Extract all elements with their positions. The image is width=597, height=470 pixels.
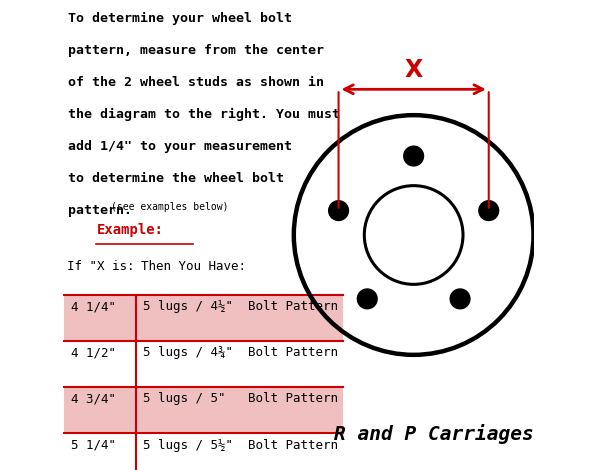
Bar (63, 387, 343, 433)
Text: pattern, measure from the center: pattern, measure from the center (68, 44, 324, 57)
Text: of the 2 wheel studs as shown in: of the 2 wheel studs as shown in (68, 76, 324, 89)
Text: to determine the wheel bolt: to determine the wheel bolt (68, 172, 284, 185)
Text: (see examples below): (see examples below) (111, 202, 229, 212)
Text: X: X (405, 58, 423, 82)
Circle shape (479, 201, 498, 220)
Circle shape (358, 289, 377, 309)
Text: pattern.: pattern. (68, 204, 140, 217)
Text: 5 lugs / 5½"  Bolt Pattern: 5 lugs / 5½" Bolt Pattern (143, 439, 338, 452)
Circle shape (329, 201, 349, 220)
Text: 5 lugs / 4½"  Bolt Pattern: 5 lugs / 4½" Bolt Pattern (143, 300, 338, 313)
Text: 5 lugs / 4¾"  Bolt Pattern: 5 lugs / 4¾" Bolt Pattern (143, 346, 338, 360)
Text: 4 1/2": 4 1/2" (70, 346, 116, 360)
Circle shape (404, 146, 423, 166)
Text: 4 1/4": 4 1/4" (70, 300, 116, 313)
Circle shape (450, 289, 470, 309)
Text: 4 3/4": 4 3/4" (70, 392, 116, 406)
Text: To determine your wheel bolt: To determine your wheel bolt (68, 12, 292, 25)
Text: Example:: Example: (96, 223, 164, 237)
Text: 5 1/4": 5 1/4" (70, 439, 116, 452)
Text: R and P Carriages: R and P Carriages (334, 424, 534, 444)
Text: the diagram to the right. You must: the diagram to the right. You must (68, 108, 340, 121)
Text: 5 lugs / 5"   Bolt Pattern: 5 lugs / 5" Bolt Pattern (143, 392, 338, 406)
Bar (63, 295, 343, 341)
Text: If "X is:: If "X is: (67, 260, 135, 273)
Text: add 1/4" to your measurement: add 1/4" to your measurement (68, 140, 292, 153)
Text: Then You Have:: Then You Have: (141, 260, 246, 273)
